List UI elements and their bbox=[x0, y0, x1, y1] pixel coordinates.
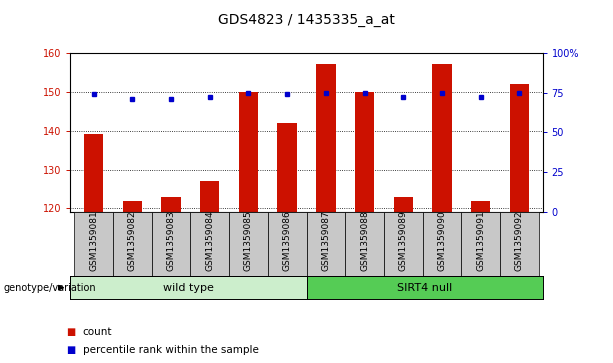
Bar bbox=[394, 197, 413, 212]
Bar bbox=[345, 212, 384, 276]
Bar bbox=[229, 212, 268, 276]
Bar bbox=[191, 212, 229, 276]
Text: GSM1359088: GSM1359088 bbox=[360, 211, 369, 271]
Text: GSM1359083: GSM1359083 bbox=[167, 211, 175, 271]
Text: GSM1359092: GSM1359092 bbox=[515, 211, 524, 271]
Text: GSM1359086: GSM1359086 bbox=[283, 211, 292, 271]
Bar bbox=[152, 212, 191, 276]
Bar bbox=[200, 181, 219, 212]
Text: GSM1359091: GSM1359091 bbox=[476, 211, 485, 271]
Bar bbox=[500, 212, 539, 276]
Bar bbox=[306, 276, 543, 299]
Text: ■: ■ bbox=[66, 345, 75, 355]
Bar bbox=[422, 212, 461, 276]
Bar bbox=[113, 212, 152, 276]
Bar bbox=[84, 134, 104, 212]
Bar bbox=[74, 212, 113, 276]
Bar bbox=[461, 212, 500, 276]
Bar bbox=[509, 84, 529, 212]
Bar bbox=[306, 212, 345, 276]
Bar bbox=[268, 212, 306, 276]
Text: wild type: wild type bbox=[163, 283, 214, 293]
Text: GSM1359084: GSM1359084 bbox=[205, 211, 215, 271]
Bar bbox=[123, 201, 142, 212]
Text: ■: ■ bbox=[66, 327, 75, 337]
Text: SIRT4 null: SIRT4 null bbox=[397, 283, 452, 293]
Text: GSM1359090: GSM1359090 bbox=[438, 211, 446, 271]
Bar bbox=[239, 91, 258, 212]
Bar bbox=[355, 91, 374, 212]
Bar bbox=[316, 64, 335, 212]
Bar bbox=[471, 201, 490, 212]
Text: count: count bbox=[83, 327, 112, 337]
Bar bbox=[432, 64, 452, 212]
Text: GSM1359081: GSM1359081 bbox=[89, 211, 98, 271]
Bar bbox=[384, 212, 422, 276]
Text: percentile rank within the sample: percentile rank within the sample bbox=[83, 345, 259, 355]
Text: GSM1359082: GSM1359082 bbox=[128, 211, 137, 271]
Text: GSM1359087: GSM1359087 bbox=[321, 211, 330, 271]
Bar bbox=[278, 123, 297, 212]
Text: GDS4823 / 1435335_a_at: GDS4823 / 1435335_a_at bbox=[218, 13, 395, 27]
Text: genotype/variation: genotype/variation bbox=[3, 283, 96, 293]
Bar bbox=[70, 276, 306, 299]
Text: GSM1359089: GSM1359089 bbox=[398, 211, 408, 271]
Bar bbox=[161, 197, 181, 212]
Text: GSM1359085: GSM1359085 bbox=[244, 211, 253, 271]
